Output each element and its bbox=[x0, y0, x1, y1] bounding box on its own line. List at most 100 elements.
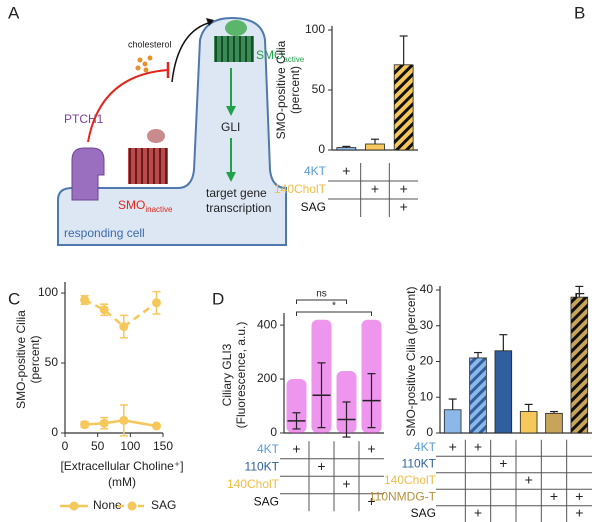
cholesterol-icon bbox=[135, 55, 153, 73]
series-line bbox=[84, 419, 157, 428]
y-tick-label: 400 bbox=[257, 317, 277, 331]
bracket bbox=[296, 299, 347, 304]
smo-inactive bbox=[128, 129, 168, 184]
point bbox=[99, 305, 109, 315]
panel-letter: D bbox=[212, 289, 224, 308]
series-line bbox=[84, 298, 158, 329]
table-cell: + bbox=[342, 476, 350, 492]
x-tick-label: 150 bbox=[153, 439, 173, 453]
point bbox=[99, 418, 109, 428]
table-row-label: SAG bbox=[254, 495, 279, 509]
x-axis-label: (mM) bbox=[108, 475, 136, 489]
table-cell: + bbox=[550, 488, 558, 504]
legend-label: SAG bbox=[151, 498, 176, 512]
y-tick-label: 0 bbox=[318, 142, 325, 156]
table-row-label: 140CholT bbox=[384, 473, 437, 487]
smo-inactive-label: SMOinactive bbox=[118, 198, 173, 214]
table-cell: + bbox=[371, 181, 379, 197]
point bbox=[80, 295, 90, 305]
bar bbox=[494, 350, 513, 434]
smo-sub: active bbox=[283, 55, 304, 64]
bracket bbox=[296, 311, 372, 316]
table-row-label: SAG bbox=[411, 506, 436, 520]
bar bbox=[545, 412, 563, 434]
table-row-label: 110KT bbox=[245, 460, 280, 474]
smo-text: SMO bbox=[256, 48, 283, 62]
panel-letter: C bbox=[8, 289, 20, 308]
y-tick-label: 30 bbox=[420, 318, 434, 332]
y-tick-label: 40 bbox=[420, 282, 434, 296]
table-cell: + bbox=[400, 199, 408, 215]
y-tick-label: 50 bbox=[312, 82, 326, 96]
y-tick-label: 0 bbox=[426, 425, 433, 439]
target-label: transcription bbox=[206, 201, 271, 215]
cholesterol-label: cholesterol bbox=[128, 39, 172, 49]
arrow-head bbox=[226, 172, 236, 182]
smo-active-label: SMOactive bbox=[256, 48, 305, 64]
table-cell: + bbox=[525, 472, 533, 488]
dot-cloud bbox=[286, 379, 307, 433]
table-row-label: 110KT bbox=[402, 457, 437, 471]
arrow-head bbox=[226, 106, 236, 116]
target-label: target gene bbox=[206, 186, 267, 200]
legend-label: None bbox=[93, 498, 122, 512]
smo-sub: inactive bbox=[145, 205, 173, 214]
legend-marker bbox=[69, 501, 79, 511]
inhibition-line bbox=[87, 69, 169, 143]
y-tick-label: 200 bbox=[257, 371, 277, 385]
point bbox=[80, 420, 90, 430]
annotation: ns bbox=[316, 289, 327, 300]
smo-text: SMO bbox=[118, 198, 145, 212]
bar bbox=[365, 143, 385, 151]
arrow bbox=[171, 21, 213, 83]
table-cell: + bbox=[474, 505, 482, 521]
table-row-label: 140CholT bbox=[227, 477, 280, 491]
table-cell: + bbox=[474, 439, 482, 455]
y-axis-label: SMO-positive Cilia bbox=[14, 310, 28, 409]
panel-letter: B bbox=[574, 3, 585, 22]
bar bbox=[570, 296, 589, 434]
table-cell: + bbox=[292, 441, 300, 457]
table-cell: + bbox=[575, 505, 583, 521]
table-cell: + bbox=[367, 493, 375, 509]
y-tick-label: 100 bbox=[38, 285, 58, 299]
y-tick-label: 100 bbox=[305, 22, 325, 36]
table-row-label: 4KT bbox=[304, 164, 327, 178]
x-tick-label: 100 bbox=[120, 439, 140, 453]
diagram: A PTCH1 cholesterol SMOactive GLI target… bbox=[8, 3, 305, 246]
table-cell: + bbox=[499, 455, 507, 471]
y-axis-label: SMO-positive Cilia bbox=[274, 40, 288, 139]
y-tick-label: 50 bbox=[45, 355, 59, 369]
y-axis-label: (percent) bbox=[28, 335, 42, 383]
y-axis-label: Ciliary GLI3 bbox=[220, 343, 234, 406]
bar bbox=[443, 409, 462, 434]
table-cell: + bbox=[317, 458, 325, 474]
point bbox=[151, 421, 161, 431]
x-tick-label: 50 bbox=[91, 439, 105, 453]
table-cell: + bbox=[400, 181, 408, 197]
table-cell: + bbox=[449, 439, 457, 455]
x-tick-label: 0 bbox=[62, 439, 69, 453]
arrow-head bbox=[206, 18, 214, 26]
y-axis-label: (percent) bbox=[288, 66, 302, 114]
bar bbox=[393, 64, 414, 151]
point bbox=[119, 322, 129, 332]
y-tick-label: 10 bbox=[420, 389, 434, 403]
table-row-label: 110NMDG-T bbox=[369, 490, 437, 504]
table-cell: + bbox=[367, 441, 375, 457]
bar bbox=[469, 357, 487, 434]
point bbox=[151, 298, 161, 308]
panel-letter: A bbox=[8, 3, 20, 22]
cell-label: responding cell bbox=[64, 226, 145, 240]
y-tick-label: 20 bbox=[420, 354, 434, 368]
point bbox=[119, 415, 129, 425]
bar bbox=[336, 147, 357, 151]
annotation: * bbox=[332, 301, 336, 312]
ptch1-shape bbox=[71, 147, 105, 201]
legend-marker bbox=[127, 501, 137, 511]
y-axis-label: SMO-positive Cilia (percent) bbox=[404, 286, 418, 436]
table-row-label: 140CholT bbox=[274, 182, 327, 196]
x-axis-label: [Extracellular Choline⁺] bbox=[60, 459, 183, 473]
ptch1-label: PTCH1 bbox=[64, 112, 104, 126]
bar bbox=[519, 411, 538, 434]
